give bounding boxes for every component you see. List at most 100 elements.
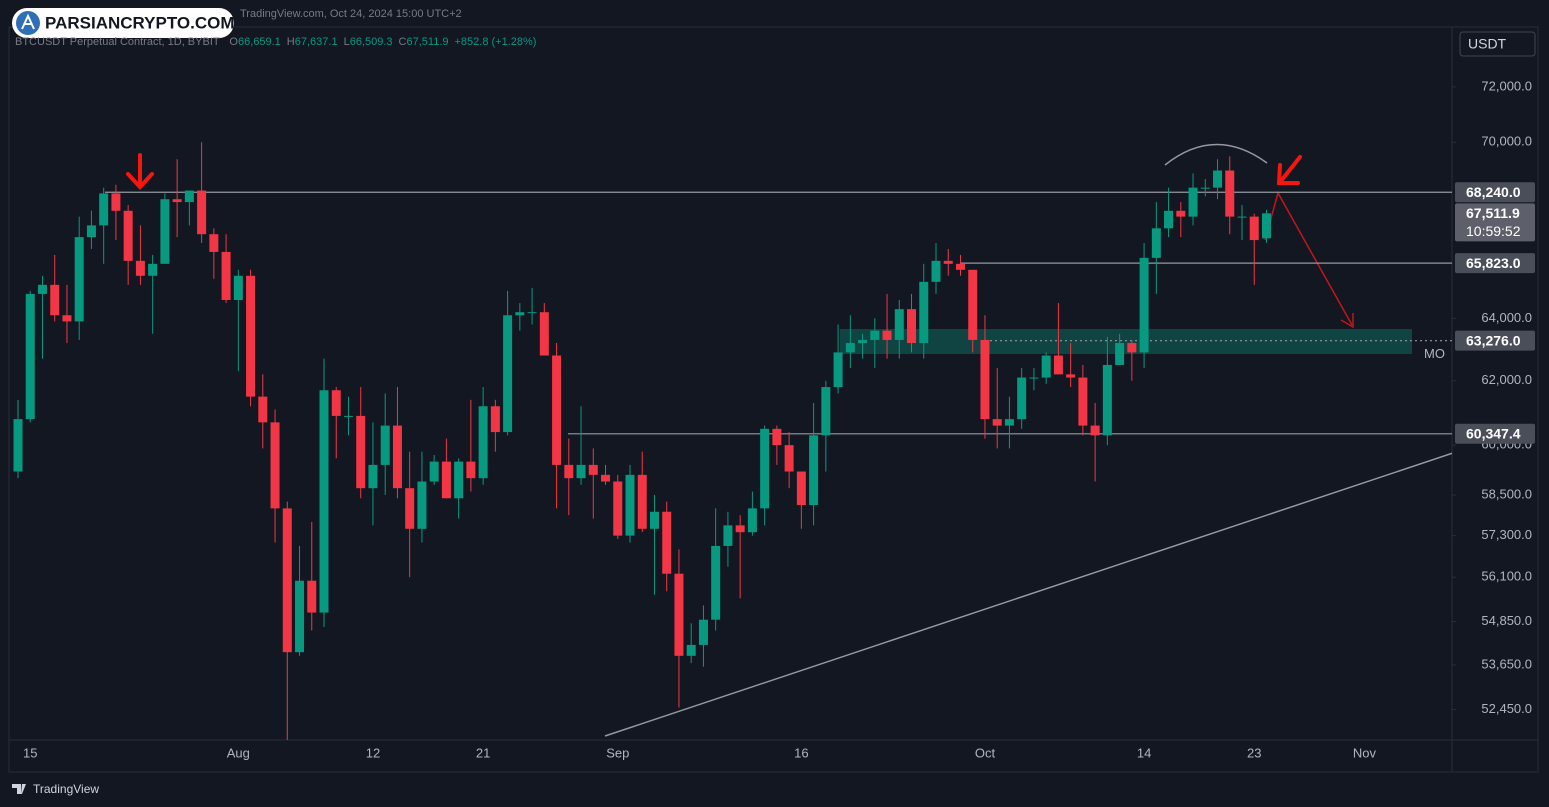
footer-logo (12, 784, 26, 794)
candle-body (613, 481, 623, 536)
candle-body (992, 419, 1002, 426)
candle-body (417, 481, 427, 529)
candle-body (1139, 257, 1149, 353)
last-price-box (1455, 203, 1535, 242)
x-tick-label: 14 (1137, 745, 1151, 760)
candle-body (37, 284, 47, 294)
level-price-label: 68,240.0 (1466, 184, 1521, 200)
y-tick-label: 62,000.0 (1481, 372, 1532, 387)
candle-body (686, 644, 696, 656)
candle-body (576, 464, 586, 479)
candle-body (13, 419, 23, 472)
level-price-box (1455, 253, 1535, 274)
candle-body (135, 260, 145, 276)
candle-body (1164, 210, 1174, 229)
candle-body (184, 190, 194, 203)
candle-body (858, 339, 868, 344)
candle-body (209, 234, 219, 252)
candle-body (160, 199, 170, 264)
candle-body (172, 199, 182, 203)
y-tick-label: 56,100.0 (1481, 569, 1532, 584)
candle-body (282, 508, 292, 653)
y-tick-label: 53,650.0 (1481, 656, 1532, 671)
candle-body (356, 415, 366, 489)
axes: 72,000.070,000.064,000.062,000.060,000.0… (23, 78, 1535, 760)
candle-body (1127, 343, 1137, 353)
candle-body (1237, 216, 1247, 218)
level-price-label: 60,347.4 (1466, 426, 1521, 442)
candle-body (1017, 377, 1027, 420)
candle-body (588, 464, 598, 475)
candle-body (319, 390, 329, 613)
candle-body (503, 315, 513, 433)
ohlc-value: 66,659.1 (238, 36, 281, 48)
y-tick-label: 58,500.0 (1481, 486, 1532, 501)
candle-body (980, 339, 990, 420)
candle-body (1029, 377, 1039, 379)
countdown: 10:59:52 (1466, 223, 1521, 239)
candle-body (845, 343, 855, 353)
x-tick-label: Oct (975, 745, 996, 760)
candle-body (1078, 377, 1088, 426)
candle-body (25, 293, 35, 420)
candle-body (62, 315, 72, 322)
top-arc (1164, 143, 1268, 166)
y-tick-label: 57,300.0 (1481, 527, 1532, 542)
ohlc-value: 67,637.1 (295, 36, 338, 48)
candle-body (539, 312, 549, 356)
last-price-label: 67,511.9 (1466, 205, 1520, 221)
candle-body (821, 387, 831, 436)
candle-body (907, 309, 917, 344)
candle-body (148, 263, 158, 276)
level-note: MO (1424, 346, 1445, 361)
candle-body (233, 275, 243, 300)
candle-body (74, 237, 84, 322)
candle-body (955, 263, 965, 270)
candle-body (1115, 343, 1125, 365)
x-tick-label: 16 (794, 745, 808, 760)
candle-body (343, 415, 353, 417)
level-price-label: 63,276.0 (1466, 332, 1521, 348)
candle-body (331, 390, 341, 416)
candle-body (111, 193, 121, 211)
currency-button[interactable]: USDT (1459, 31, 1536, 57)
candle-body (711, 545, 721, 620)
snapshot-info: TradingView.com, Oct 24, 2024 15:00 UTC+… (240, 8, 462, 20)
candle-body (295, 580, 305, 653)
candle-body (1188, 187, 1198, 217)
candle-body (86, 225, 96, 238)
currency-button-frame[interactable] (1459, 31, 1536, 57)
watermark-text: PARSIANCRYPTO.COM (45, 13, 235, 32)
candle-body (454, 461, 464, 499)
candle-body (784, 445, 794, 472)
candle-body (1261, 213, 1271, 239)
candle-body (943, 260, 953, 264)
ohlc-label: O (229, 36, 238, 48)
x-tick-label: Aug (227, 745, 250, 760)
x-tick-label: Sep (606, 745, 629, 760)
candle-body (380, 425, 390, 465)
candle-body (968, 269, 978, 340)
candle-body (392, 425, 402, 489)
level-price-box (1455, 330, 1535, 351)
footer-brand: TradingView (33, 782, 99, 796)
level-price-label: 65,823.0 (1466, 255, 1521, 271)
candle-body (307, 580, 317, 613)
ohlc-value: 67,511.9 (406, 36, 448, 48)
currency-label[interactable]: USDT (1468, 36, 1507, 52)
watermark-icon-glyph (21, 13, 35, 30)
candle-body (527, 312, 537, 314)
ohlc-label: L (344, 36, 350, 48)
watermark: PARSIANCRYPTO.COM (12, 8, 235, 38)
candle-body (747, 508, 757, 533)
candle-body (735, 525, 745, 533)
candle-body (1053, 355, 1063, 375)
candle-body (123, 210, 133, 261)
candle-body (870, 330, 880, 340)
candle-body (698, 619, 708, 645)
candle-body (1066, 374, 1076, 378)
candle-body (258, 396, 268, 423)
candle-body (919, 281, 929, 344)
candle-body (649, 511, 659, 529)
